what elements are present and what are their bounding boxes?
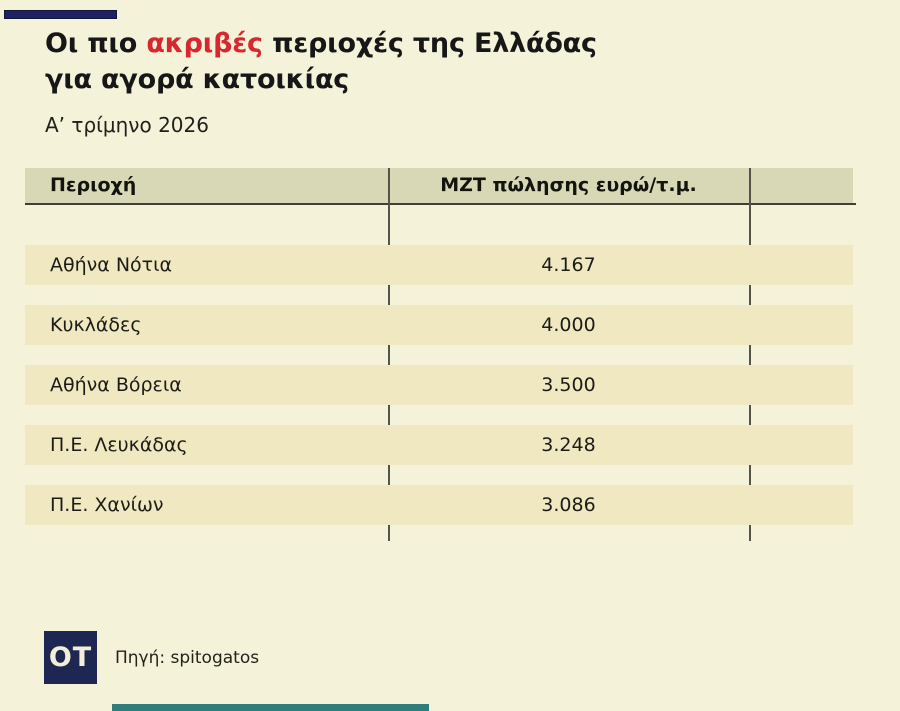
price-cell: 4.167 [541,254,596,276]
price-cell: 4.000 [541,314,596,336]
price-cell: 3.086 [541,494,596,516]
title-suffix: περιοχές της Ελλάδας [272,28,597,59]
region-cell: Κυκλάδες [50,314,142,336]
column-header-region: Περιοχή [50,174,137,196]
table-row: Π.Ε. Χανίων 3.086 [25,485,853,525]
column-header-price: ΜΖΤ πώλησης ευρώ/τ.μ. [440,174,697,196]
ot-logo: OT [44,631,97,684]
region-cell: Π.Ε. Λευκάδας [50,434,188,456]
title-highlight: ακριβές [146,28,263,59]
title-line2: για αγορά κατοικίας [45,64,350,95]
price-cell: 3.500 [541,374,596,396]
table-row: Κυκλάδες 4.000 [25,305,853,345]
table-row: Αθήνα Νότια 4.167 [25,245,853,285]
subtitle-period: Α’ τρίμηνο 2026 [45,113,209,137]
table-row: Αθήνα Βόρεια 3.500 [25,365,853,405]
title-prefix: Οι πιο [45,28,138,59]
header-divider-line [25,203,856,205]
page-title: Οι πιο ακριβές περιοχές της Ελλάδας για … [45,26,597,98]
region-cell: Αθήνα Βόρεια [50,374,182,396]
top-accent-dash [4,10,117,19]
column-divider-line-2 [749,168,751,541]
bottom-accent-bar [112,704,429,711]
table-header-band: Περιοχή ΜΖΤ πώλησης ευρώ/τ.μ. [25,168,853,203]
region-cell: Αθήνα Νότια [50,254,173,276]
column-divider-line-1 [388,168,390,541]
price-cell: 3.248 [541,434,596,456]
table-row: Π.Ε. Λευκάδας 3.248 [25,425,853,465]
region-cell: Π.Ε. Χανίων [50,494,164,516]
source-text: Πηγή: spitogatos [115,647,260,668]
